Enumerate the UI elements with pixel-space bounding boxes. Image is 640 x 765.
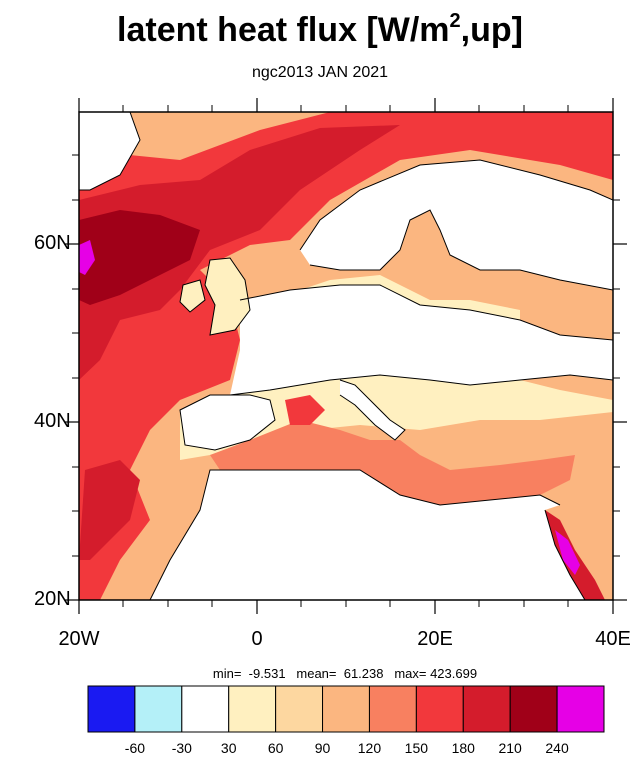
- greenland-land: [79, 112, 140, 190]
- map-title: latent heat flux [W/m2,up]: [117, 10, 523, 49]
- colorbar-swatch: [556, 685, 605, 733]
- africa-land: [150, 470, 585, 600]
- colorbar-label: 120: [357, 740, 382, 756]
- coastlines: [79, 112, 613, 600]
- colorbar-swatch: [322, 685, 370, 733]
- colorbar-label: 60: [267, 740, 284, 756]
- lat-label-20n: 20N: [34, 588, 71, 610]
- italy-land: [340, 380, 405, 440]
- colorbar-label: 30: [220, 740, 237, 756]
- lon-label-0: 0: [251, 628, 263, 650]
- colorbar-label: 90: [314, 740, 331, 756]
- map-subtitle: ngc2013 JAN 2021: [251, 64, 389, 81]
- colorbar-label: 210: [498, 740, 522, 756]
- colorbar-swatch: [368, 685, 417, 733]
- colorbar: [87, 685, 605, 733]
- colorbar-swatch: [134, 685, 183, 733]
- atlantic-maroon-core: [79, 210, 200, 305]
- lon-label-20w: 20W: [58, 628, 100, 650]
- colorbar-swatch: [275, 685, 324, 733]
- colorbar-swatch: [181, 685, 230, 733]
- lon-label-20e: 20E: [417, 628, 453, 650]
- colorbar-label: 150: [404, 740, 429, 756]
- colorbar-swatch: [228, 685, 277, 733]
- colorbar-swatch: [415, 685, 464, 733]
- lon-label-40e: 40E: [595, 628, 631, 650]
- lat-label-60n: 60N: [34, 232, 71, 254]
- iberia-land: [180, 395, 275, 450]
- scandinavia-land: [300, 160, 613, 290]
- map-area: [79, 112, 613, 600]
- red-sea-magenta: [555, 530, 580, 575]
- med-red-patch: [285, 395, 325, 425]
- axis-ticks: [65, 98, 627, 614]
- britain-land: [205, 258, 250, 335]
- colorbar-swatch: [462, 685, 511, 733]
- mediterranean-sea: [210, 420, 575, 505]
- colorbar-label: -60: [124, 740, 146, 756]
- colorbar-label: 180: [451, 740, 475, 756]
- stats-line: min= -9.531 mean= 61.238 max= 423.699: [212, 666, 478, 681]
- axis-minor-ticks: [72, 105, 620, 607]
- colorbar-label: -30: [171, 740, 192, 756]
- ireland-land: [180, 280, 205, 312]
- central-europe-land: [230, 285, 613, 395]
- colorbar-swatch: [87, 685, 136, 733]
- northwest-magenta: [79, 240, 95, 275]
- atlantic-south-red: [79, 460, 140, 560]
- lat-label-40n: 40N: [34, 410, 71, 432]
- atlantic-darkred-core: [79, 125, 400, 380]
- coastal-cream-band: [180, 375, 613, 460]
- colorbar-label: 240: [545, 740, 569, 756]
- colorbar-swatch: [509, 685, 558, 733]
